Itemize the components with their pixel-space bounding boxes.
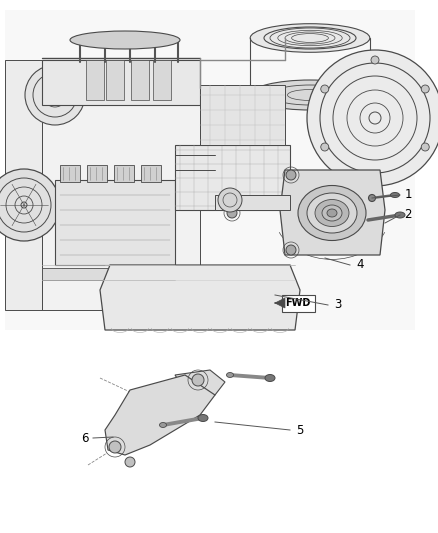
Polygon shape <box>100 265 300 330</box>
Ellipse shape <box>395 212 405 218</box>
Circle shape <box>371 172 379 180</box>
Polygon shape <box>215 195 290 210</box>
Ellipse shape <box>327 209 337 217</box>
Polygon shape <box>55 180 175 265</box>
Circle shape <box>307 50 438 186</box>
Polygon shape <box>141 165 161 182</box>
Circle shape <box>368 195 375 201</box>
Polygon shape <box>5 10 415 330</box>
Ellipse shape <box>322 205 342 221</box>
FancyBboxPatch shape <box>282 295 314 311</box>
Polygon shape <box>275 298 285 308</box>
Text: 2: 2 <box>404 208 412 222</box>
Polygon shape <box>114 165 134 182</box>
Polygon shape <box>200 85 285 145</box>
Circle shape <box>321 85 329 93</box>
Ellipse shape <box>226 373 233 377</box>
Ellipse shape <box>250 80 370 110</box>
Polygon shape <box>86 60 104 100</box>
Polygon shape <box>106 60 124 100</box>
Ellipse shape <box>159 423 166 427</box>
Polygon shape <box>42 60 200 105</box>
Circle shape <box>109 441 121 453</box>
Circle shape <box>371 56 379 64</box>
Circle shape <box>421 85 429 93</box>
Circle shape <box>25 65 85 125</box>
Ellipse shape <box>315 199 349 227</box>
Circle shape <box>192 374 204 386</box>
Text: FWD: FWD <box>285 298 311 308</box>
Ellipse shape <box>250 23 370 52</box>
Text: 3: 3 <box>334 298 342 311</box>
Ellipse shape <box>70 31 180 49</box>
Polygon shape <box>60 165 80 182</box>
Text: 1: 1 <box>404 189 412 201</box>
Polygon shape <box>105 375 215 455</box>
Circle shape <box>286 170 296 180</box>
Polygon shape <box>153 60 171 100</box>
Polygon shape <box>175 145 290 210</box>
Polygon shape <box>5 60 42 310</box>
Ellipse shape <box>391 192 399 198</box>
Circle shape <box>321 143 329 151</box>
Ellipse shape <box>265 375 275 382</box>
Text: 6: 6 <box>81 432 89 445</box>
Text: 5: 5 <box>297 424 304 437</box>
Polygon shape <box>87 165 107 182</box>
Circle shape <box>227 208 237 218</box>
Polygon shape <box>280 170 385 255</box>
Circle shape <box>0 169 60 241</box>
Ellipse shape <box>198 415 208 422</box>
Text: 4: 4 <box>356 259 364 271</box>
Circle shape <box>286 245 296 255</box>
Circle shape <box>421 143 429 151</box>
Circle shape <box>125 457 135 467</box>
Polygon shape <box>42 268 175 280</box>
Ellipse shape <box>307 193 357 233</box>
Polygon shape <box>131 60 149 100</box>
Polygon shape <box>42 100 200 310</box>
Ellipse shape <box>298 185 366 240</box>
Polygon shape <box>175 370 225 398</box>
Circle shape <box>218 188 242 212</box>
